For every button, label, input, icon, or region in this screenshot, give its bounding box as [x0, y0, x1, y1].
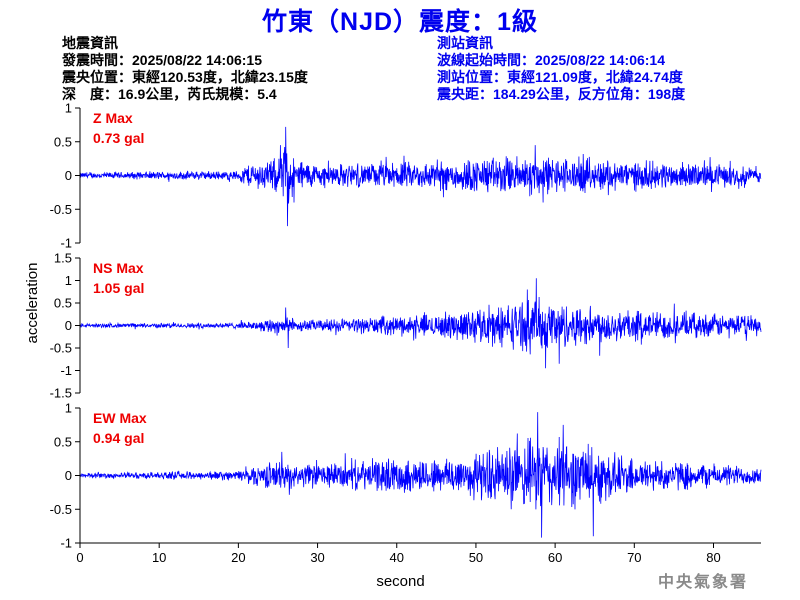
y-tick-label: -1 [60, 236, 72, 251]
x-tick-label: 50 [469, 550, 483, 565]
y-tick-label: -0.5 [50, 341, 72, 356]
x-tick-label: 30 [310, 550, 324, 565]
x-tick-label: 0 [76, 550, 83, 565]
y-tick-label: 0.5 [54, 296, 72, 311]
y-tick-label: 1 [65, 101, 72, 116]
y-tick-label: -1 [60, 363, 72, 378]
channel-label-ns: NS Max [93, 260, 144, 276]
waveform-z [79, 126, 762, 227]
epicentral-distance: 震央距：184.29公里，反方位角：198度 [437, 86, 686, 102]
y-tick-label: 1 [65, 401, 72, 416]
x-tick-label: 60 [548, 550, 562, 565]
page-title: 竹東（NJD）震度：1級 [262, 8, 538, 36]
wave-start-time: 波線起始時間：2025/08/22 14:06:14 [437, 52, 665, 68]
y-tick-label: -0.5 [50, 202, 72, 217]
channel-label-z: Z Max [93, 110, 133, 126]
depth-magnitude: 深 度：16.9公里，芮氏規模：5.4 [62, 86, 277, 102]
x-tick-label: 10 [152, 550, 166, 565]
epicenter: 震央位置：東經120.53度，北緯23.15度 [62, 69, 308, 85]
y-tick-label: 0.5 [54, 434, 72, 449]
panel-ns: 1.5 1 0.5 0 -0.5 -1 -1.5 NS Max 1.05 gal [50, 251, 762, 401]
x-tick-label: 70 [627, 550, 641, 565]
y-tick-label: -1.5 [50, 386, 72, 401]
waveform-ns [79, 278, 762, 369]
waveform-ew [79, 412, 762, 538]
panel-ew: 1 0.5 0 -0.5 -1 EW Max 0.94 gal [50, 401, 762, 551]
y-tick-label: 0 [65, 318, 72, 333]
y-tick-label: 1.5 [54, 251, 72, 266]
y-tick-label: -1 [60, 536, 72, 551]
station-info-heading: 測站資訊 [437, 35, 493, 51]
y-tick-label: 0 [65, 168, 72, 183]
y-tick-label: 1 [65, 273, 72, 288]
y-axis-title: acceleration [24, 263, 41, 344]
event-info-block: 地震資訊 發震時間：2025/08/22 14:06:15 震央位置：東經120… [62, 35, 308, 103]
event-info-heading: 地震資訊 [62, 35, 118, 51]
origin-time: 發震時間：2025/08/22 14:06:15 [62, 52, 262, 68]
agency-signature: 中央氣象署 [657, 572, 748, 591]
channel-max-ns: 1.05 gal [93, 280, 144, 296]
station-location: 測站位置：東經121.09度，北緯24.74度 [437, 69, 683, 85]
x-tick-label: 40 [390, 550, 404, 565]
channel-label-ew: EW Max [93, 410, 147, 426]
station-info-block: 測站資訊 波線起始時間：2025/08/22 14:06:14 測站位置：東經1… [437, 35, 685, 103]
y-tick-label: 0 [65, 468, 72, 483]
y-tick-label: -0.5 [50, 502, 72, 517]
panel-z: 1 0.5 0 -0.5 -1 Z Max 0.73 gal [50, 101, 762, 251]
x-tick-label: 20 [231, 550, 245, 565]
channel-max-ew: 0.94 gal [93, 430, 144, 446]
channel-max-z: 0.73 gal [93, 130, 144, 146]
x-tick-label: 80 [706, 550, 720, 565]
y-tick-label: 0.5 [54, 134, 72, 149]
x-axis-title: second [376, 573, 424, 590]
